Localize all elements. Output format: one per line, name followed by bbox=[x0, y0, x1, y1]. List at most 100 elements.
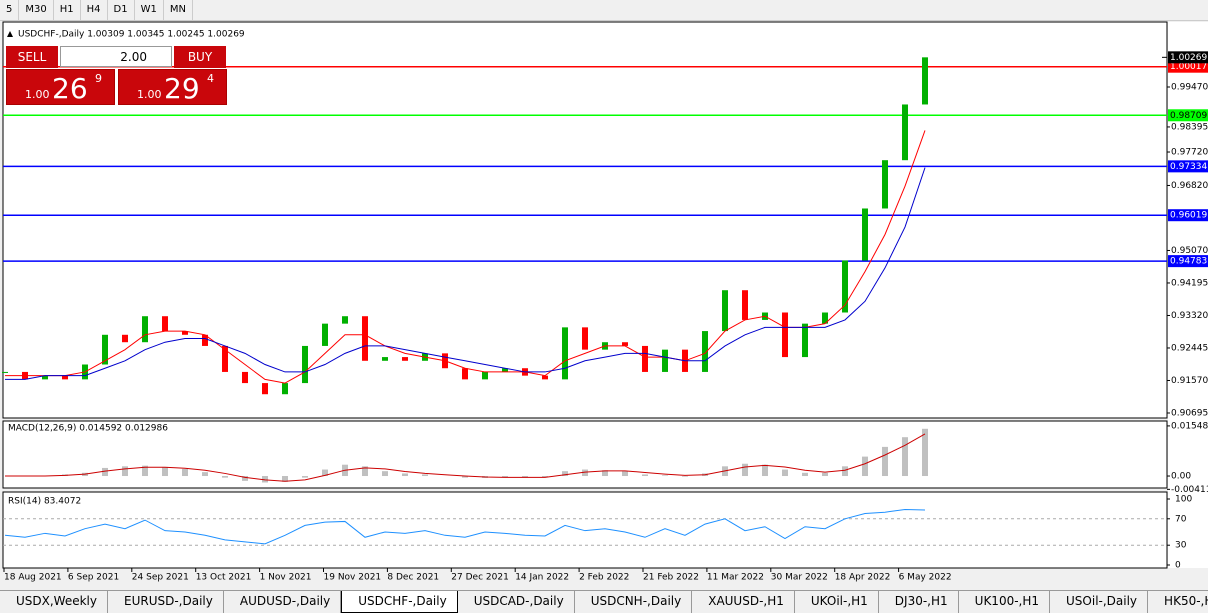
x-tick-label: 21 Feb 2022 bbox=[643, 573, 699, 583]
chart-tab[interactable]: DJ30-,H1 bbox=[878, 591, 959, 613]
candle bbox=[142, 316, 148, 343]
title-arrow bbox=[7, 31, 13, 37]
level-label: 0.97334 bbox=[1170, 162, 1207, 172]
macd-label: MACD(12,26,9) 0.014592 0.012986 bbox=[8, 424, 168, 434]
y-tick-label: 0.94195 bbox=[1171, 278, 1208, 288]
lot-input[interactable]: 2.00 bbox=[60, 46, 172, 67]
level-label: 0.96019 bbox=[1170, 211, 1207, 221]
buy-button[interactable]: BUY bbox=[174, 46, 226, 68]
macd-bar bbox=[802, 472, 808, 477]
ma-fast bbox=[5, 130, 926, 384]
x-tick-label: 13 Oct 2021 bbox=[196, 573, 252, 583]
level-box bbox=[1168, 209, 1208, 222]
y-tick-label: 0.00 bbox=[1171, 472, 1191, 482]
chart-tab[interactable]: AUDUSD-,Daily bbox=[223, 591, 342, 613]
timeframe-button[interactable]: MN bbox=[164, 0, 193, 20]
chart-tab[interactable]: USDCNH-,Daily bbox=[574, 591, 693, 613]
chart-tab[interactable]: EURUSD-,Daily bbox=[108, 591, 224, 613]
macd-bar bbox=[922, 428, 928, 477]
y-tick-label: 0.99470 bbox=[1171, 83, 1208, 93]
level-label: 0.98709 bbox=[1170, 111, 1207, 121]
candle bbox=[742, 290, 748, 320]
y-tick-label: -0.004117 bbox=[1171, 485, 1208, 495]
macd-bar bbox=[862, 456, 868, 477]
price-big: 26 bbox=[52, 72, 88, 105]
chart-tabs: USDX,Weekly EURUSD-,Daily AUDUSD-,Daily USD… bbox=[0, 590, 1208, 613]
candle bbox=[462, 368, 468, 380]
macd-bar bbox=[302, 476, 308, 478]
x-tick-label: 6 May 2022 bbox=[899, 573, 952, 583]
macd-bar bbox=[422, 474, 428, 477]
x-tick-label: 18 Aug 2021 bbox=[4, 573, 62, 583]
candle bbox=[62, 375, 68, 380]
macd-bar bbox=[102, 467, 108, 477]
x-tick-label: 30 Mar 2022 bbox=[771, 573, 828, 583]
level-box bbox=[1168, 160, 1208, 173]
chart-tab[interactable]: USDCHF-,Daily bbox=[341, 591, 458, 613]
chart-tab[interactable]: HK50-,H1 bbox=[1148, 591, 1208, 613]
sell-price[interactable]: 1.00 26 9 bbox=[6, 69, 115, 105]
y-tick-label: 0.96820 bbox=[1171, 181, 1208, 191]
level-label: 1.00017 bbox=[1170, 62, 1207, 72]
timeframe-button[interactable]: H4 bbox=[81, 0, 108, 20]
x-tick-label: 14 Jan 2022 bbox=[515, 573, 569, 583]
chart-tab[interactable]: UKOil-,H1 bbox=[794, 591, 879, 613]
x-tick-label: 2 Feb 2022 bbox=[579, 573, 629, 583]
rsi-label: RSI(14) 83.4072 bbox=[8, 497, 81, 507]
level-box bbox=[1168, 109, 1208, 122]
pane-frame bbox=[2, 491, 1168, 569]
macd-bar bbox=[262, 476, 268, 483]
y-tick-label: 0.95070 bbox=[1171, 246, 1208, 256]
timeframe-button[interactable]: 5 bbox=[0, 0, 20, 20]
candle bbox=[322, 323, 328, 346]
y-tick-label: 0.92445 bbox=[1171, 343, 1208, 353]
sell-button[interactable]: SELL bbox=[6, 46, 58, 68]
macd-bar bbox=[362, 466, 368, 477]
candle bbox=[342, 316, 348, 324]
candle bbox=[782, 312, 788, 358]
candle bbox=[722, 290, 728, 332]
chart-tab[interactable]: XAUUSD-,H1 bbox=[692, 591, 795, 613]
chart-tab[interactable]: USOil-,Daily bbox=[1050, 591, 1149, 613]
level-label: 0.94783 bbox=[1170, 257, 1207, 267]
x-tick-label: 8 Dec 2021 bbox=[387, 573, 439, 583]
chart-title: USDCHF-,Daily 1.00309 1.00345 1.00245 1.… bbox=[18, 30, 245, 40]
candle bbox=[482, 371, 488, 380]
candle bbox=[822, 312, 828, 324]
macd-bar bbox=[782, 469, 788, 477]
x-tick-label: 24 Sep 2021 bbox=[132, 573, 189, 583]
timeframe-button[interactable]: H1 bbox=[54, 0, 81, 20]
chart-tab[interactable]: USDX,Weekly bbox=[0, 591, 108, 613]
x-tick-label: 19 Nov 2021 bbox=[324, 573, 382, 583]
macd-bar bbox=[282, 476, 288, 482]
candle bbox=[662, 349, 668, 372]
chart-tab[interactable]: UK100-,H1 bbox=[958, 591, 1051, 613]
macd-bar bbox=[882, 446, 888, 477]
buy-price[interactable]: 1.00 29 4 bbox=[118, 69, 227, 105]
macd-bar bbox=[622, 471, 628, 477]
timeframe-button[interactable]: W1 bbox=[135, 0, 164, 20]
macd-bar bbox=[642, 474, 648, 477]
pane-frame bbox=[2, 420, 1168, 489]
timeframe-button[interactable]: D1 bbox=[108, 0, 135, 20]
timeframe-toolbar: 5 M30 H1 H4 D1 W1 MN bbox=[0, 0, 1208, 21]
price-small: 1.00 bbox=[25, 88, 50, 101]
y-tick-label: 0.98395 bbox=[1171, 122, 1208, 132]
candle bbox=[502, 368, 508, 372]
macd-bar bbox=[222, 476, 228, 478]
candle bbox=[582, 327, 588, 350]
candle bbox=[262, 383, 268, 395]
timeframe-button[interactable]: M30 bbox=[19, 0, 54, 20]
macd-bar bbox=[662, 475, 668, 477]
macd-bar bbox=[502, 476, 508, 478]
candle bbox=[402, 357, 408, 361]
price-sup: 9 bbox=[95, 72, 102, 85]
chart-tab[interactable]: USDCAD-,Daily bbox=[457, 591, 575, 613]
candle bbox=[542, 375, 548, 380]
macd-bar bbox=[122, 466, 128, 477]
macd-bar bbox=[762, 464, 768, 477]
macd-bar bbox=[182, 468, 188, 477]
candle bbox=[802, 323, 808, 358]
macd-bar bbox=[822, 472, 828, 477]
